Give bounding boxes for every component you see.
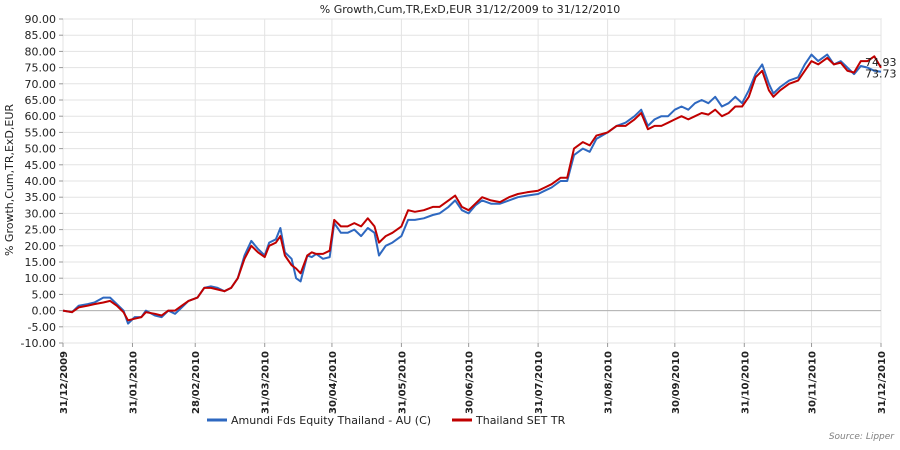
y-tick-label: 60.00 — [25, 110, 57, 123]
y-tick-label: 50.00 — [25, 143, 57, 156]
grid-layer — [62, 18, 882, 344]
x-tick-label: 30/04/2010 — [328, 351, 339, 414]
y-tick-label: -5.00 — [28, 321, 56, 334]
y-tick-label: 75.00 — [25, 62, 57, 75]
x-tick-label: 31/01/2010 — [128, 351, 139, 414]
x-tick-label: 30/11/2010 — [808, 351, 819, 414]
legend: Amundi Fds Equity Thailand - AU (C) Thail… — [207, 414, 566, 427]
y-axis-label: % Growth,Cum,TR,ExD,EUR — [3, 104, 16, 256]
x-tick-label: 31/12/2009 — [59, 351, 70, 414]
legend-label: Thailand SET TR — [475, 414, 566, 427]
y-tick-label: 20.00 — [25, 240, 57, 253]
axis-layer: -10.00 -5.00 0.00 5.00 10.00 15.00 20.00 25.00 3… — [21, 13, 888, 414]
y-tick-label: 65.00 — [25, 94, 57, 107]
y-tick-label: 90.00 — [25, 13, 57, 26]
y-tick-label: 30.00 — [25, 207, 57, 220]
y-tick-label: -10.00 — [21, 337, 56, 350]
y-tick-label: 40.00 — [25, 175, 57, 188]
y-tick-label: 25.00 — [25, 224, 57, 237]
y-tick-label: 80.00 — [25, 45, 57, 58]
x-tick-label: 31/07/2010 — [534, 351, 545, 414]
x-tick-label: 28/02/2010 — [191, 351, 202, 414]
y-tick-label: 15.00 — [25, 256, 57, 269]
y-tick-label: 55.00 — [25, 126, 57, 139]
legend-label: Amundi Fds Equity Thailand - AU (C) — [231, 414, 431, 427]
x-tick-label: 31/10/2010 — [740, 351, 751, 414]
x-tick-label: 31/08/2010 — [604, 351, 615, 414]
x-tick-label: 31/12/2010 — [877, 351, 888, 414]
y-tick-label: 10.00 — [25, 272, 57, 285]
x-tick-label: 31/05/2010 — [397, 351, 408, 414]
y-tick-label: 0.00 — [32, 305, 57, 318]
y-tick-label: 70.00 — [25, 78, 57, 91]
chart-title: % Growth,Cum,TR,ExD,EUR 31/12/2009 to 31… — [320, 3, 620, 16]
y-tick-label: 35.00 — [25, 191, 57, 204]
series-line-2 — [62, 55, 882, 322]
x-tick-label: 30/06/2010 — [465, 351, 476, 414]
series-end-label: 73.73 — [865, 68, 897, 81]
y-tick-label: 85.00 — [25, 29, 57, 42]
source-note: Source: Lipper — [828, 432, 894, 442]
series-end-label: 74.93 — [865, 56, 897, 69]
x-tick-label: 30/09/2010 — [671, 351, 682, 414]
y-tick-label: 45.00 — [25, 159, 57, 172]
x-tick-label: 31/03/2010 — [261, 351, 272, 414]
y-tick-label: 5.00 — [32, 288, 57, 301]
